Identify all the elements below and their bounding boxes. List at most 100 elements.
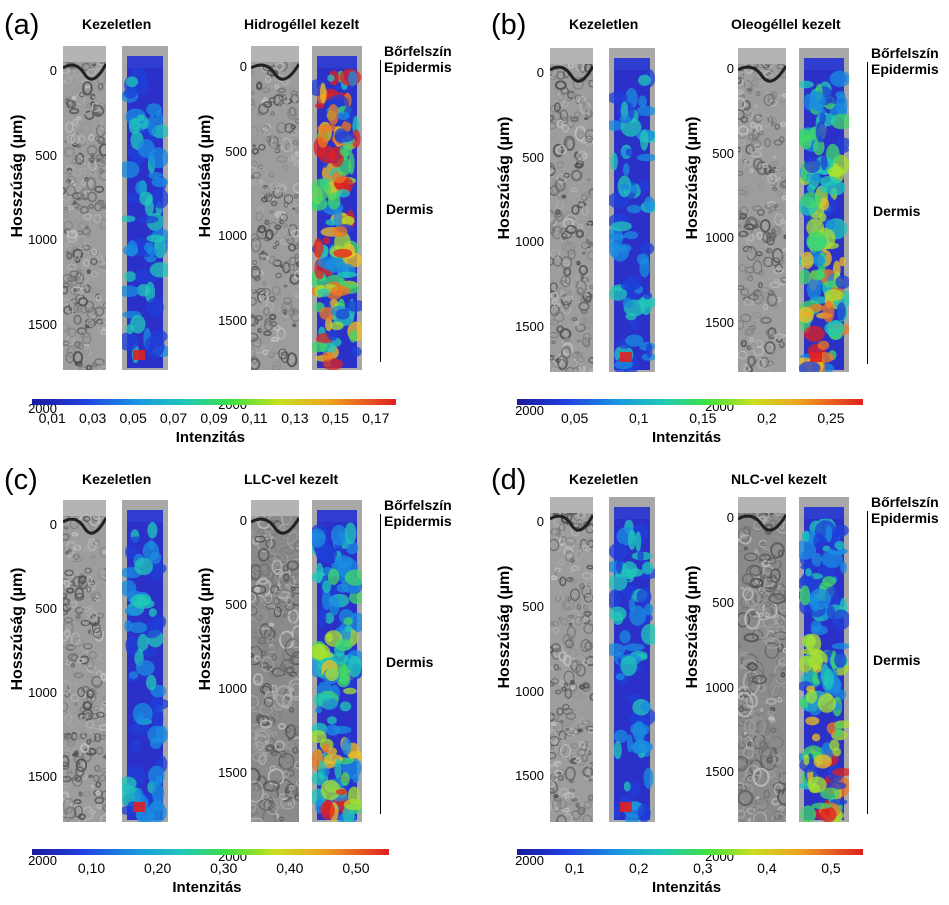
layer-label-dermis: Dermis <box>873 652 921 668</box>
y-tick-label: 1000 <box>705 230 734 245</box>
untreated-title: Kezeletlen <box>82 471 152 487</box>
y-tick-label: 1000 <box>515 234 544 249</box>
y-tick-label: 1000 <box>515 683 544 699</box>
y-tick-label: 1000 <box>218 681 247 696</box>
y-axis-label-treated: Hosszúság (µm) <box>684 565 701 689</box>
y-tick-label: 2000 <box>515 853 544 868</box>
intensity-map-strip <box>609 48 655 372</box>
y-tick-label: 1500 <box>28 316 57 332</box>
layer-label-surface: Bőrfelszín <box>871 45 939 61</box>
y-tick-label: 500 <box>35 147 57 163</box>
treated-title: Oleogéllel kezelt <box>731 16 841 32</box>
colorbar-tick-label: 0,40 <box>276 860 304 876</box>
colorbar-tick-label: 0,07 <box>159 410 188 426</box>
y-tick-label: 0 <box>726 510 734 525</box>
panel-letter: (d) <box>491 464 527 496</box>
colorbar-tick-label: 0,05 <box>561 410 589 426</box>
micrograph-strip <box>251 500 299 822</box>
panel-letter: (b) <box>491 9 527 41</box>
y-axis-label-untreated: Hosszúság (µm) <box>496 565 513 689</box>
colorbar <box>32 849 389 855</box>
intensity-map-strip <box>312 500 362 822</box>
micrograph-strip <box>63 46 106 370</box>
y-tick-label: 1500 <box>28 769 57 784</box>
micrograph-strip <box>738 48 786 372</box>
y-tick-label: 1500 <box>705 764 734 780</box>
y-tick-label: 1000 <box>705 679 734 695</box>
y-axis-label-treated: Hosszúság (µm) <box>684 116 701 240</box>
colorbar-tick-label: 0,11 <box>241 410 268 426</box>
y-tick-label: 1500 <box>515 318 544 334</box>
colorbar-tick-label: 0,5 <box>821 860 841 876</box>
treated-title: NLC-vel kezelt <box>731 471 827 487</box>
y-tick-label: 2000 <box>28 853 57 868</box>
colorbar-tick-label: 0,3 <box>693 860 713 876</box>
untreated-title: Kezeletlen <box>569 471 639 487</box>
layer-bracket <box>376 60 381 362</box>
y-tick-label: 500 <box>712 594 734 610</box>
y-tick-label: 2000 <box>515 403 544 418</box>
y-axis-label-treated: Hosszúság (µm) <box>197 567 214 691</box>
colorbar-tick-label: 0,1 <box>629 410 649 426</box>
colorbar-tick-label: 0,50 <box>342 860 370 876</box>
y-tick-label: 500 <box>225 143 247 159</box>
layer-label-dermis: Dermis <box>873 202 921 219</box>
y-tick-label: 1500 <box>218 312 247 328</box>
layer-label-epidermis: Epidermis <box>871 61 939 77</box>
layer-bracket <box>863 62 868 364</box>
colorbar-tick-label: 0,10 <box>77 860 106 876</box>
panel-letter: (a) <box>4 9 40 41</box>
layer-label-surface: Bőrfelszín <box>384 43 452 59</box>
y-tick-label: 1000 <box>28 685 57 700</box>
layer-bracket <box>863 511 868 814</box>
layer-label-dermis: Dermis <box>386 200 434 217</box>
intensity-map-strip <box>122 46 168 370</box>
colorbar-tick-label: 0,20 <box>143 860 172 876</box>
y-tick-label: 2000 <box>28 401 57 416</box>
y-tick-label: 500 <box>225 597 247 612</box>
colorbar <box>32 399 396 405</box>
colorbar-tick-label: 0,2 <box>629 860 649 876</box>
y-tick-label: 1500 <box>218 765 247 780</box>
micrograph-strip <box>251 46 299 370</box>
layer-label-dermis: Dermis <box>386 653 434 670</box>
colorbar-tick-label: 0,13 <box>281 410 309 426</box>
colorbar-title: Intenzitás <box>651 429 722 446</box>
intensity-map-strip <box>312 46 362 370</box>
micrograph-strip <box>550 48 593 372</box>
micrograph-strip <box>550 497 593 822</box>
y-axis-label-untreated: Hosszúság (µm) <box>9 567 26 691</box>
micrograph-strip <box>738 497 786 822</box>
treated-title: Hidrogéllel kezelt <box>244 16 360 32</box>
layer-bracket <box>376 514 381 814</box>
layer-label-epidermis: Epidermis <box>871 510 939 526</box>
layer-label-epidermis: Epidermis <box>384 513 452 529</box>
y-tick-label: 0 <box>239 59 247 74</box>
colorbar-tick-label: 0,30 <box>210 860 238 876</box>
colorbar-tick-label: 0,2 <box>757 410 777 426</box>
y-tick-label: 0 <box>49 63 57 78</box>
treated-title: LLC-vel kezelt <box>244 471 339 487</box>
colorbar-title: Intenzitás <box>172 879 242 896</box>
colorbar-tick-label: 0,05 <box>119 410 147 426</box>
intensity-map-strip <box>122 500 168 822</box>
y-tick-label: 1500 <box>515 768 544 784</box>
y-tick-label: 1000 <box>218 228 247 243</box>
y-tick-label: 0 <box>49 517 57 532</box>
colorbar-tick-label: 0,17 <box>362 410 390 426</box>
colorbar-tick-label: 0,15 <box>689 410 717 426</box>
y-tick-label: 1500 <box>705 314 734 330</box>
y-tick-label: 0 <box>239 513 247 528</box>
intensity-map-strip <box>609 497 655 822</box>
intensity-map-strip <box>799 497 849 822</box>
colorbar-title: Intenzitás <box>175 429 245 446</box>
y-tick-label: 500 <box>522 598 544 614</box>
layer-label-epidermis: Epidermis <box>384 59 452 75</box>
colorbar-tick-label: 0,4 <box>757 860 777 876</box>
intensity-map-strip <box>799 48 849 372</box>
y-tick-label: 0 <box>726 61 734 76</box>
colorbar-tick-label: 0,01 <box>38 410 66 426</box>
y-axis-label-untreated: Hosszúság (µm) <box>496 116 513 240</box>
y-tick-label: 500 <box>712 145 734 161</box>
